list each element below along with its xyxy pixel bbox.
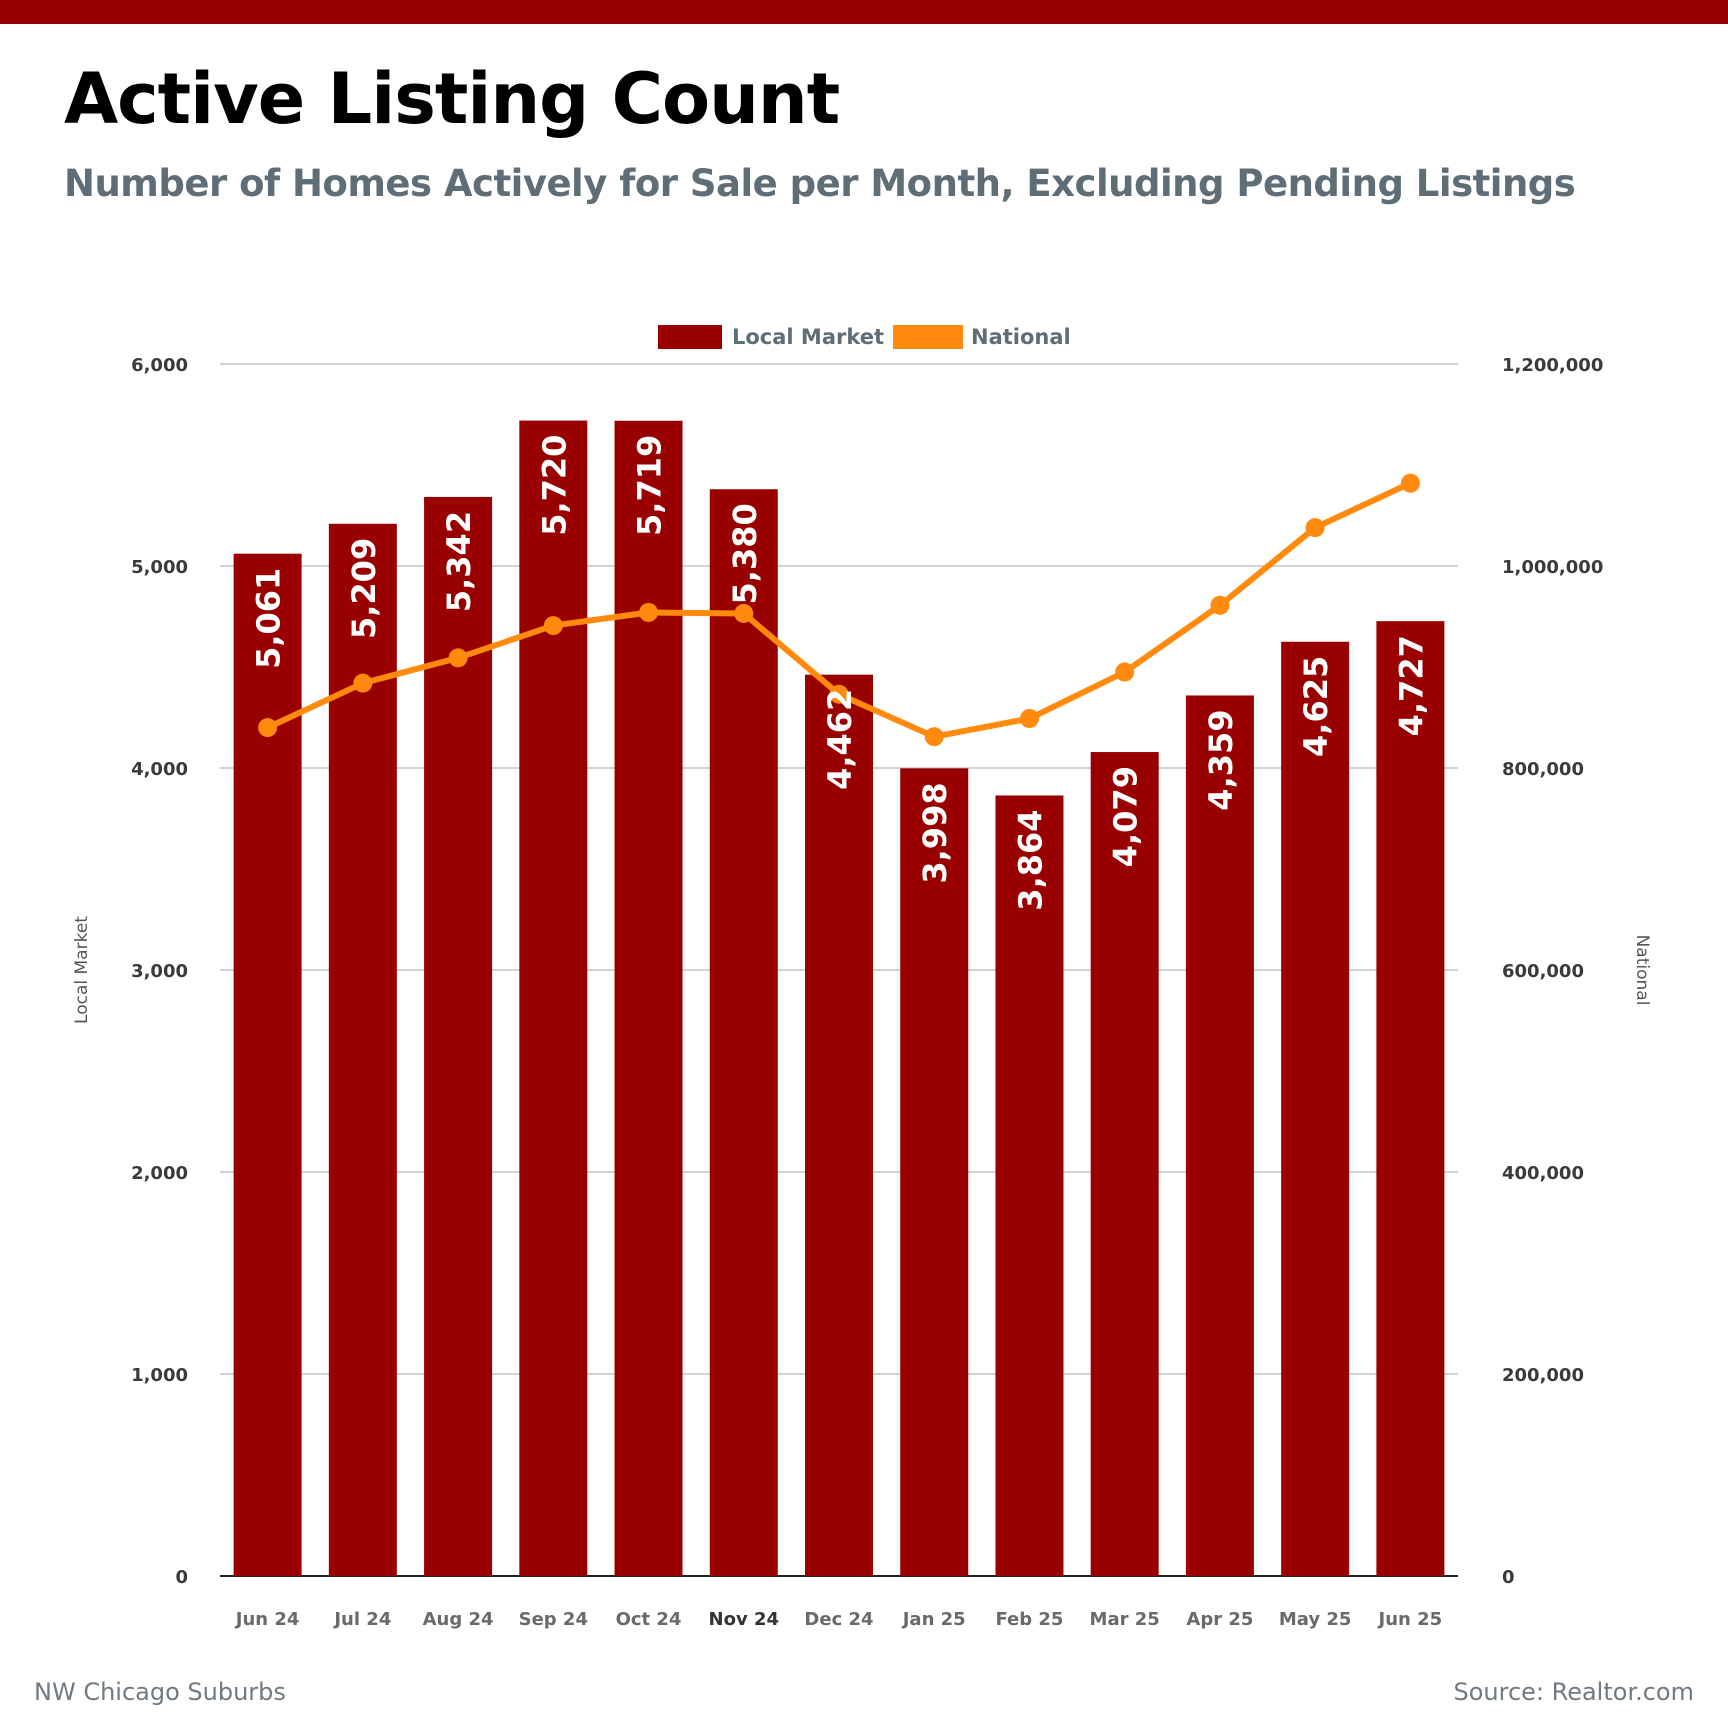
bar-value-label: 4,462 bbox=[821, 689, 859, 790]
y-axis-title: Local Market bbox=[72, 916, 92, 1024]
bar bbox=[328, 523, 397, 1576]
line-point bbox=[353, 673, 373, 693]
y-tick-label: 5,000 bbox=[131, 557, 188, 578]
y-tick-label: 1,000 bbox=[131, 1365, 188, 1386]
y-tick-label: 2,000 bbox=[131, 1163, 188, 1184]
line-point bbox=[258, 718, 278, 738]
y-tick-label: 3,000 bbox=[131, 961, 188, 982]
legend-label-local: Local Market bbox=[732, 325, 884, 349]
y-tick-label: 0 bbox=[175, 1567, 188, 1588]
x-tick-label: Oct 24 bbox=[616, 1609, 682, 1630]
line-point bbox=[734, 603, 754, 623]
bar bbox=[1376, 621, 1445, 1576]
x-tick-label: Jun 24 bbox=[234, 1609, 300, 1630]
bar bbox=[424, 496, 493, 1576]
x-tick-label: Dec 24 bbox=[804, 1609, 873, 1630]
region-label: NW Chicago Suburbs bbox=[34, 1678, 286, 1706]
bar-value-label: 4,079 bbox=[1107, 766, 1145, 867]
line-point bbox=[543, 616, 563, 636]
x-tick-label: Jun 25 bbox=[1377, 1609, 1443, 1630]
legend-swatch-local bbox=[658, 325, 722, 349]
top-accent-bar bbox=[0, 0, 1728, 24]
x-tick-label: Nov 24 bbox=[709, 1609, 779, 1630]
line-point bbox=[1019, 709, 1039, 729]
y2-tick-label: 1,000,000 bbox=[1502, 557, 1603, 578]
y2-tick-label: 800,000 bbox=[1502, 759, 1584, 780]
bar-value-label: 4,359 bbox=[1202, 709, 1240, 810]
x-tick-label: Jan 25 bbox=[901, 1609, 966, 1630]
x-tick-label: Sep 24 bbox=[519, 1609, 588, 1630]
bar bbox=[1090, 752, 1159, 1576]
bar-value-label: 5,719 bbox=[631, 435, 669, 536]
bar bbox=[1281, 641, 1350, 1576]
bar-value-label: 5,720 bbox=[535, 435, 573, 536]
source-label: Source: Realtor.com bbox=[1453, 1678, 1694, 1706]
bar bbox=[519, 420, 588, 1576]
line-point bbox=[1115, 662, 1135, 682]
line-point bbox=[1305, 518, 1325, 538]
x-tick-label: Feb 25 bbox=[995, 1609, 1063, 1630]
line-point bbox=[1400, 473, 1420, 493]
bar-value-label: 5,380 bbox=[726, 503, 764, 604]
y2-tick-label: 1,200,000 bbox=[1502, 355, 1603, 376]
bar bbox=[805, 674, 873, 1576]
y2-tick-label: 200,000 bbox=[1502, 1365, 1584, 1386]
y2-tick-label: 400,000 bbox=[1502, 1163, 1584, 1184]
line-point bbox=[924, 727, 944, 747]
bar bbox=[995, 795, 1064, 1576]
y2-tick-label: 600,000 bbox=[1502, 961, 1584, 982]
line-point bbox=[829, 684, 849, 704]
bar bbox=[709, 489, 778, 1576]
legend-label-national: National bbox=[971, 325, 1071, 349]
bar bbox=[614, 420, 683, 1577]
x-tick-label: Jul 24 bbox=[332, 1609, 391, 1630]
chart-title: Active Listing Count bbox=[64, 58, 840, 140]
line-point bbox=[639, 602, 659, 622]
bar-value-label: 5,061 bbox=[250, 568, 288, 669]
bar-value-label: 3,864 bbox=[1011, 809, 1049, 910]
y-tick-label: 6,000 bbox=[131, 355, 188, 376]
x-tick-label: Mar 25 bbox=[1090, 1609, 1160, 1630]
y2-tick-label: 0 bbox=[1502, 1567, 1515, 1588]
bar bbox=[900, 768, 969, 1576]
bar-value-label: 3,998 bbox=[916, 782, 954, 883]
x-tick-label: Aug 24 bbox=[423, 1609, 494, 1630]
line-point bbox=[448, 648, 468, 668]
bar bbox=[233, 553, 302, 1576]
bar-value-label: 5,342 bbox=[440, 511, 478, 612]
x-tick-label: Apr 25 bbox=[1186, 1609, 1253, 1630]
chart-subtitle: Number of Homes Actively for Sale per Mo… bbox=[64, 162, 1576, 205]
bar-value-label: 4,625 bbox=[1297, 656, 1335, 757]
bar bbox=[1185, 695, 1254, 1576]
legend-swatch-national bbox=[893, 325, 963, 349]
y-tick-label: 4,000 bbox=[131, 759, 188, 780]
line-point bbox=[1210, 595, 1230, 615]
bar-value-label: 4,727 bbox=[1392, 635, 1430, 736]
x-tick-label: May 25 bbox=[1279, 1609, 1352, 1630]
bar-value-label: 5,209 bbox=[345, 538, 383, 639]
y2-axis-title: National bbox=[1632, 935, 1652, 1006]
